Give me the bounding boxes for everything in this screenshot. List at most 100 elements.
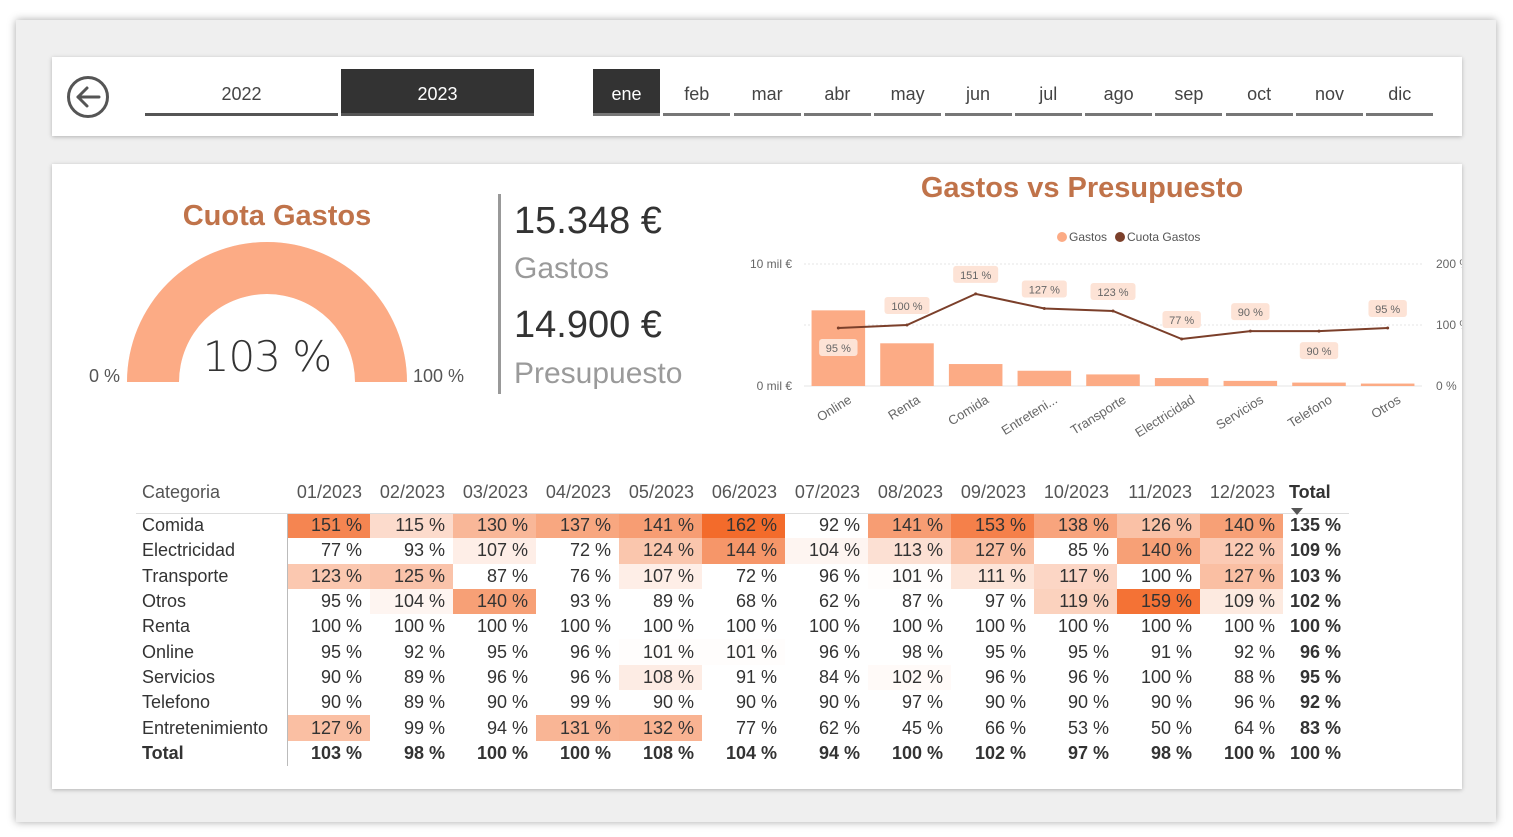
bar-gastos[interactable] bbox=[1017, 370, 1072, 386]
matrix-cell[interactable]: 64 % bbox=[1233, 717, 1275, 738]
matrix-cell[interactable]: 91 % bbox=[1150, 641, 1192, 662]
matrix-cell[interactable]: 87 % bbox=[486, 565, 528, 586]
matrix-cell[interactable]: 97 % bbox=[901, 692, 943, 713]
matrix-cell[interactable]: 96 % bbox=[486, 666, 528, 687]
matrix-cell[interactable]: 96 % bbox=[569, 666, 611, 687]
matrix-cell[interactable]: 90 % bbox=[320, 666, 362, 687]
matrix-cell[interactable]: 90 % bbox=[984, 692, 1026, 713]
matrix-row-category[interactable]: Renta bbox=[136, 614, 288, 640]
matrix-row-category[interactable]: Online bbox=[136, 639, 288, 665]
month-button-may[interactable]: may bbox=[874, 69, 942, 116]
line-point[interactable] bbox=[1180, 337, 1184, 341]
matrix-cell[interactable]: 122 % bbox=[1200, 538, 1283, 564]
matrix-cell[interactable]: 88 % bbox=[1233, 666, 1275, 687]
matrix-cell[interactable]: 98 % bbox=[901, 641, 943, 662]
matrix-total-cell[interactable]: 104 % bbox=[725, 742, 777, 763]
matrix-cell[interactable]: 90 % bbox=[735, 692, 777, 713]
line-point[interactable] bbox=[1248, 329, 1252, 333]
matrix-cell[interactable]: 102 % bbox=[868, 664, 951, 691]
matrix-cell[interactable]: 144 % bbox=[702, 538, 785, 564]
month-button-oct[interactable]: oct bbox=[1225, 69, 1293, 116]
matrix-cell[interactable]: 92 % bbox=[403, 641, 445, 662]
bar-gastos[interactable] bbox=[1360, 383, 1415, 386]
matrix-cell[interactable]: 99 % bbox=[569, 692, 611, 713]
matrix-cell[interactable]: 113 % bbox=[868, 538, 951, 564]
matrix-cell[interactable]: 89 % bbox=[403, 666, 445, 687]
matrix-cell[interactable]: 95 % bbox=[320, 591, 362, 612]
matrix-cell[interactable]: 97 % bbox=[984, 591, 1026, 612]
matrix-total-cell[interactable]: 97 % bbox=[1067, 742, 1109, 763]
matrix-total-cell[interactable]: 100 % bbox=[1223, 742, 1275, 763]
matrix-header-month[interactable]: 12/2023 bbox=[1200, 473, 1283, 514]
bar-gastos[interactable] bbox=[948, 364, 1003, 386]
bar-gastos[interactable] bbox=[1154, 378, 1209, 386]
matrix-header-month[interactable]: 10/2023 bbox=[1034, 473, 1117, 514]
matrix-cell[interactable]: 104 % bbox=[370, 588, 453, 615]
matrix-row-category[interactable]: Otros bbox=[136, 588, 288, 615]
matrix-row-total[interactable]: 103 % bbox=[1289, 565, 1341, 586]
line-point[interactable] bbox=[1317, 329, 1321, 333]
month-button-jul[interactable]: jul bbox=[1014, 69, 1082, 116]
matrix-cell[interactable]: 107 % bbox=[619, 563, 702, 589]
matrix-cell[interactable]: 101 % bbox=[619, 639, 702, 665]
matrix-cell[interactable]: 90 % bbox=[320, 692, 362, 713]
matrix-cell[interactable]: 89 % bbox=[403, 692, 445, 713]
matrix-cell[interactable]: 159 % bbox=[1117, 588, 1200, 615]
matrix-cell[interactable]: 62 % bbox=[818, 717, 860, 738]
month-button-ago[interactable]: ago bbox=[1085, 69, 1153, 116]
matrix-header-month[interactable]: 02/2023 bbox=[370, 473, 453, 514]
matrix-cell[interactable]: 162 % bbox=[702, 513, 785, 539]
matrix-cell[interactable]: 91 % bbox=[735, 666, 777, 687]
matrix-cell[interactable]: 95 % bbox=[486, 641, 528, 662]
matrix-cell[interactable]: 90 % bbox=[486, 692, 528, 713]
matrix-cell[interactable]: 90 % bbox=[818, 692, 860, 713]
line-point[interactable] bbox=[974, 292, 978, 296]
matrix-cell[interactable]: 96 % bbox=[1067, 666, 1109, 687]
matrix-cell[interactable]: 100 % bbox=[310, 616, 362, 637]
matrix-cell[interactable]: 101 % bbox=[702, 639, 785, 665]
matrix-cell[interactable]: 115 % bbox=[370, 513, 453, 539]
month-button-feb[interactable]: feb bbox=[663, 69, 731, 116]
month-button-dic[interactable]: dic bbox=[1366, 69, 1434, 116]
matrix-row-total[interactable]: 135 % bbox=[1289, 515, 1341, 536]
year-button-2023[interactable]: 2023 bbox=[341, 69, 534, 116]
arrow-left-circle-icon[interactable] bbox=[66, 75, 110, 119]
matrix-total-cell[interactable]: 108 % bbox=[642, 742, 694, 763]
matrix-cell[interactable]: 123 % bbox=[287, 563, 370, 589]
matrix-cell[interactable]: 100 % bbox=[559, 616, 611, 637]
legend-label[interactable]: Gastos bbox=[1069, 230, 1107, 244]
matrix-cell[interactable]: 77 % bbox=[735, 717, 777, 738]
matrix-cell[interactable]: 141 % bbox=[619, 513, 702, 539]
matrix-cell[interactable]: 153 % bbox=[951, 513, 1034, 539]
matrix-total-cell[interactable]: 100 % bbox=[476, 742, 528, 763]
matrix-row-category[interactable]: Transporte bbox=[136, 563, 288, 589]
matrix-cell[interactable]: 137 % bbox=[536, 513, 619, 539]
matrix-cell[interactable]: 99 % bbox=[403, 717, 445, 738]
cuota-matrix[interactable]: Categoria 01/2023 02/2023 03/2023 04/2023 05/… bbox=[136, 473, 1349, 766]
matrix-cell[interactable]: 141 % bbox=[868, 513, 951, 539]
matrix-header-month[interactable]: 06/2023 bbox=[702, 473, 785, 514]
matrix-header-month[interactable]: 04/2023 bbox=[536, 473, 619, 514]
sort-descending-icon[interactable] bbox=[1291, 507, 1303, 515]
month-button-sep[interactable]: sep bbox=[1155, 69, 1223, 116]
matrix-total-cell[interactable]: 100 % bbox=[559, 742, 611, 763]
matrix-cell[interactable]: 100 % bbox=[1223, 616, 1275, 637]
matrix-cell[interactable]: 96 % bbox=[1233, 692, 1275, 713]
matrix-cell[interactable]: 94 % bbox=[486, 717, 528, 738]
matrix-cell[interactable]: 100 % bbox=[1140, 616, 1192, 637]
matrix-cell[interactable]: 66 % bbox=[984, 717, 1026, 738]
matrix-cell[interactable]: 125 % bbox=[370, 563, 453, 589]
matrix-total-cell[interactable]: 102 % bbox=[974, 742, 1026, 763]
matrix-row-total[interactable]: 102 % bbox=[1289, 591, 1341, 612]
bar-gastos[interactable] bbox=[1223, 380, 1278, 386]
bar-gastos[interactable] bbox=[1086, 374, 1140, 386]
matrix-cell[interactable]: 151 % bbox=[287, 513, 370, 539]
matrix-cell[interactable]: 127 % bbox=[951, 538, 1034, 564]
matrix-cell[interactable]: 62 % bbox=[818, 591, 860, 612]
matrix-cell[interactable]: 96 % bbox=[984, 666, 1026, 687]
matrix-cell[interactable]: 127 % bbox=[1200, 563, 1283, 589]
matrix-cell[interactable]: 72 % bbox=[735, 565, 777, 586]
matrix-cell[interactable]: 132 % bbox=[619, 715, 702, 741]
line-point[interactable] bbox=[836, 326, 840, 330]
matrix-cell[interactable]: 109 % bbox=[1200, 588, 1283, 615]
